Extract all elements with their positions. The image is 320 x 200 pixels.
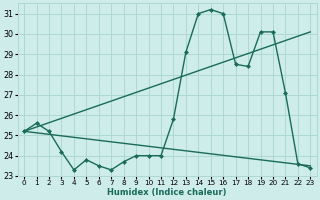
X-axis label: Humidex (Indice chaleur): Humidex (Indice chaleur) [108,188,227,197]
